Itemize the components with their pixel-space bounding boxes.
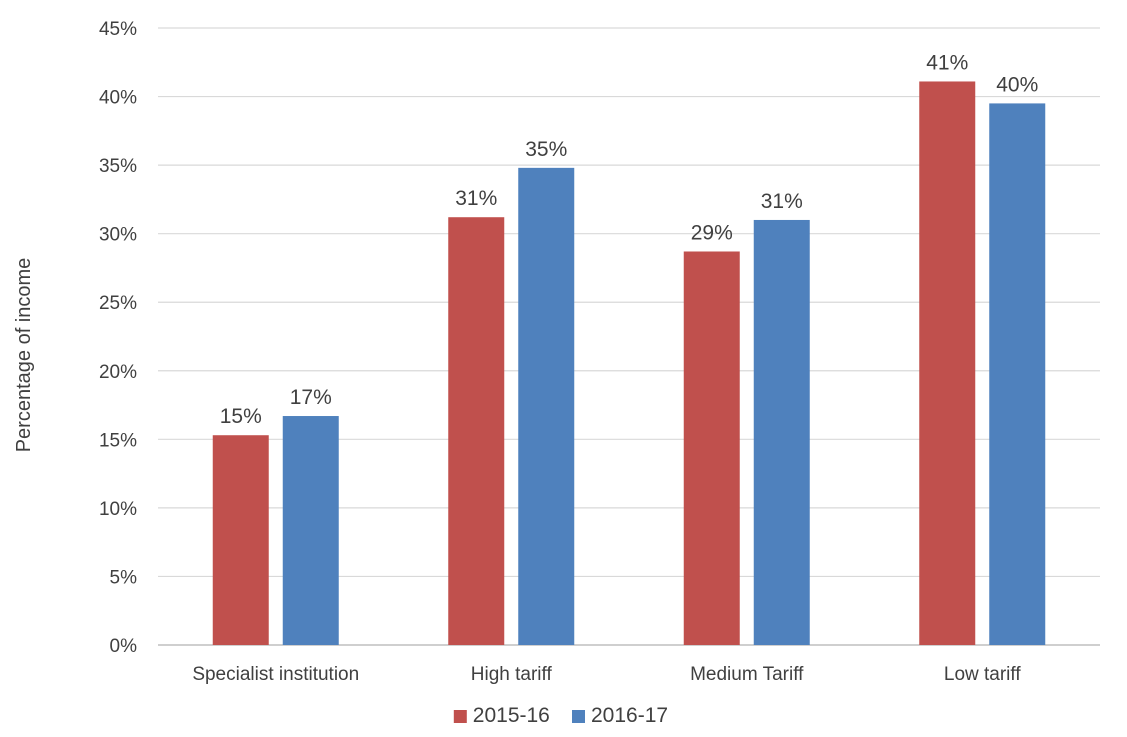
legend-swatch: [453, 710, 467, 723]
y-tick-label: 45%: [99, 19, 137, 40]
bar-2015-16: [919, 81, 976, 646]
bar-2016-17: [989, 103, 1046, 645]
y-tick-label: 25%: [99, 293, 137, 314]
x-axis-category-labels: Specialist institution High tariff Medium …: [192, 664, 1021, 685]
bar-2015-16: [212, 435, 269, 645]
legend-swatch: [572, 710, 585, 723]
y-tick-label: 20%: [99, 362, 137, 383]
y-tick-label: 30%: [99, 225, 137, 246]
data-labels: 15% 17% 31% 35% 29% 31% 41% 40%: [220, 51, 1039, 428]
data-label: 31%: [455, 187, 497, 210]
data-label: 31%: [761, 190, 803, 213]
data-label: 35%: [525, 138, 567, 161]
legend-label: 2016-17: [591, 704, 668, 727]
data-label: 15%: [220, 405, 262, 428]
y-tick-label: 15%: [99, 430, 137, 451]
y-tick-label: 0%: [110, 636, 138, 657]
bar-2016-17: [753, 219, 810, 645]
y-tick-label: 40%: [99, 88, 137, 109]
y-tick-label: 10%: [99, 499, 137, 520]
y-axis-tick-labels: 0% 5% 10% 15% 20% 25% 30% 35% 40% 45%: [99, 19, 137, 657]
bar-2016-17: [518, 167, 575, 645]
y-tick-label: 35%: [99, 156, 137, 177]
x-tick-label: High tariff: [471, 664, 553, 685]
bar-2015-16: [683, 251, 740, 646]
x-tick-label: Specialist institution: [192, 664, 359, 685]
x-tick-label: Medium Tariff: [690, 664, 804, 685]
data-label: 17%: [290, 386, 332, 409]
legend: 2015-16 2016-17: [453, 704, 668, 727]
data-label: 41%: [926, 51, 968, 74]
x-tick-label: Low tariff: [944, 664, 1021, 685]
bar-2015-16: [448, 217, 505, 646]
bars: [212, 81, 1046, 646]
y-tick-label: 5%: [110, 567, 138, 588]
data-label: 29%: [691, 221, 733, 244]
legend-label: 2015-16: [473, 704, 550, 727]
y-axis-title: Percentage of income: [13, 258, 35, 453]
bar-2016-17: [282, 416, 339, 645]
data-label: 40%: [996, 73, 1038, 96]
